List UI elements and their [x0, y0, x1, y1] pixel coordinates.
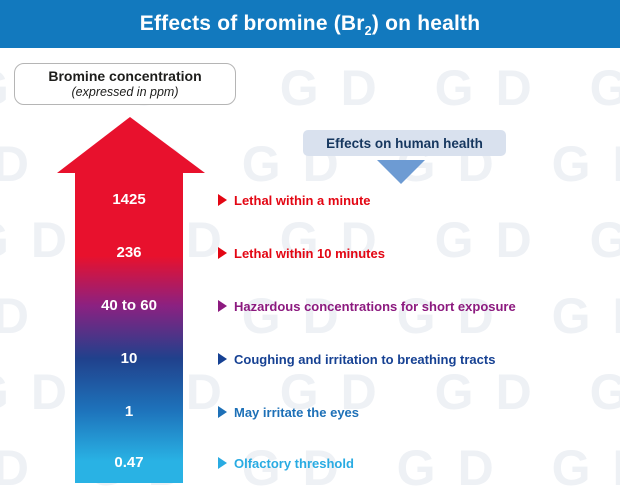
- effect-label: Lethal within 10 minutes: [234, 245, 385, 261]
- effect-label: Olfactory threshold: [234, 455, 354, 471]
- concentration-legend-box: Bromine concentration (expressed in ppm): [14, 63, 236, 105]
- triangle-bullet-icon: [218, 300, 227, 312]
- page-title-suffix: ) on health: [371, 12, 481, 35]
- triangle-bullet-icon: [218, 194, 227, 206]
- effect-row: May irritate the eyes: [218, 402, 359, 422]
- effect-label: Hazardous concentrations for short expos…: [234, 298, 516, 314]
- effect-row: Olfactory threshold: [218, 453, 354, 473]
- effect-label: Lethal within a minute: [234, 192, 371, 208]
- concentration-gradient-arrow: [75, 172, 183, 483]
- concentration-legend-subtitle: (expressed in ppm): [71, 85, 179, 99]
- effect-row: Lethal within 10 minutes: [218, 243, 385, 263]
- effect-label: Coughing and irritation to breathing tra…: [234, 351, 496, 367]
- ppm-value: 1: [124, 403, 134, 420]
- down-arrow-icon: [377, 160, 425, 184]
- page-title: Effects of bromine (Br2) on health: [139, 12, 481, 39]
- ppm-value: 40 to 60: [101, 297, 157, 314]
- effect-label: May irritate the eyes: [234, 404, 360, 420]
- triangle-bullet-icon: [218, 247, 227, 259]
- effect-row: Coughing and irritation to breathing tra…: [218, 349, 495, 369]
- page-title-prefix: Effects of bromine (Br: [139, 12, 365, 35]
- up-arrow-head: [57, 117, 205, 173]
- ppm-value: 236: [116, 244, 142, 261]
- triangle-bullet-icon: [218, 457, 227, 469]
- page-title-subscript: 2: [364, 24, 372, 39]
- concentration-legend-title: Bromine concentration: [48, 68, 202, 84]
- effects-header-box: Effects on human health: [303, 130, 506, 156]
- title-bar: Effects of bromine (Br2) on health: [0, 0, 620, 48]
- ppm-value: 0.47: [114, 454, 144, 471]
- triangle-bullet-icon: [218, 353, 227, 365]
- triangle-bullet-icon: [218, 406, 227, 418]
- ppm-value: 1425: [112, 191, 146, 208]
- ppm-value: 10: [120, 350, 138, 367]
- effect-row: Lethal within a minute: [218, 190, 371, 210]
- effects-header-label: Effects on human health: [326, 135, 483, 151]
- effect-row: Hazardous concentrations for short expos…: [218, 296, 516, 316]
